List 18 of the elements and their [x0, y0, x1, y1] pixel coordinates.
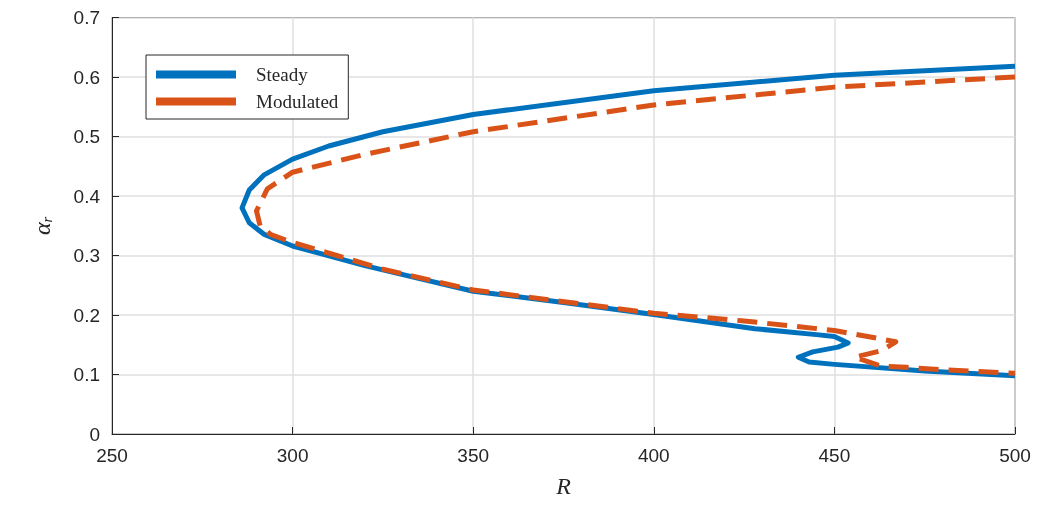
y-tick-label: 0.5: [73, 126, 100, 147]
y-tick-label: 0.7: [73, 7, 100, 28]
y-tick-label: 0.3: [73, 245, 100, 266]
x-tick-label: 500: [999, 445, 1031, 466]
legend-label: Modulated: [256, 91, 339, 112]
y-tick-label: 0: [89, 423, 100, 445]
y-tick-label: 0.4: [73, 185, 101, 207]
x-tick-label: 300: [276, 445, 309, 466]
legend-label: Steady: [256, 64, 309, 85]
x-tick-label: 350: [457, 445, 490, 466]
x-axis-title: R: [555, 473, 572, 499]
x-tick-label: 450: [818, 445, 851, 466]
x-tick-label: 400: [637, 445, 670, 466]
y-tick-label: 0.1: [73, 364, 100, 385]
x-tick-label: 250: [96, 445, 128, 466]
y-tick-label: 0.6: [73, 66, 100, 88]
y-tick-label: 0.2: [73, 304, 100, 326]
y-axis-title: αr: [28, 216, 55, 235]
